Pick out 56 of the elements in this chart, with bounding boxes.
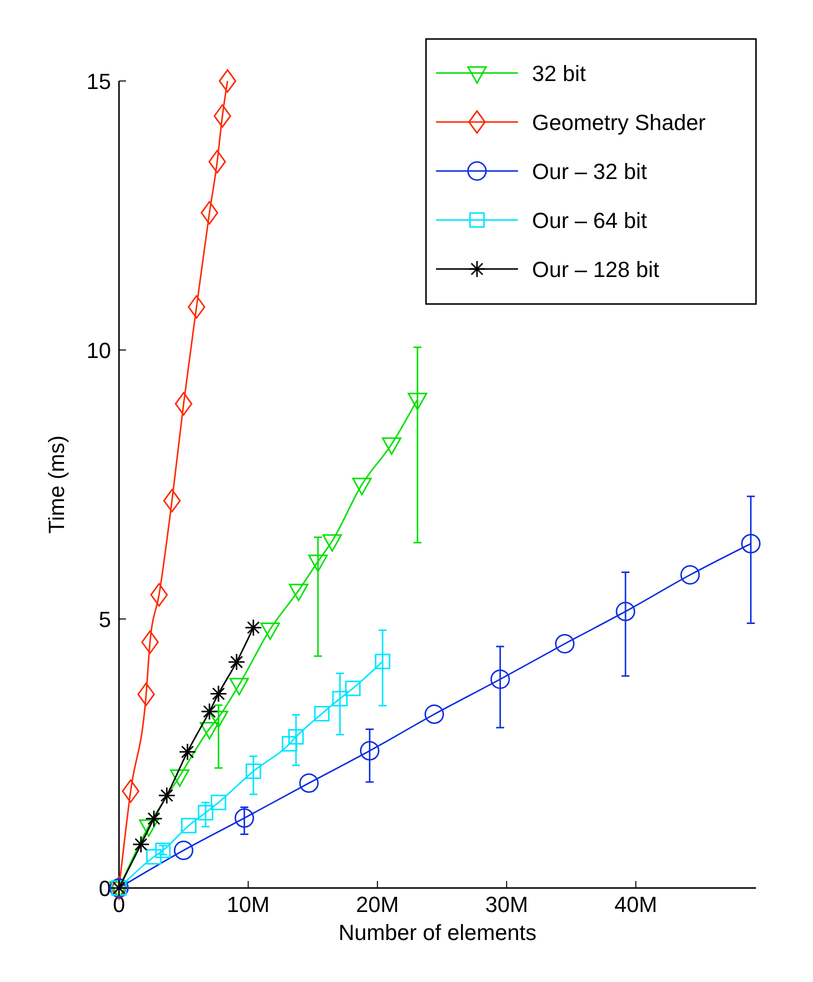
point (155, 842, 171, 858)
point (314, 706, 330, 722)
point (200, 201, 218, 225)
x-tick-label: 30M (485, 892, 528, 917)
point (178, 743, 196, 761)
point (208, 150, 226, 174)
point (218, 69, 236, 93)
point (282, 736, 298, 752)
point (137, 682, 155, 706)
legend-label: Our – 32 bit (532, 159, 647, 184)
y-tick-label: 5 (98, 607, 111, 632)
point (244, 618, 262, 636)
point (680, 565, 700, 585)
point (146, 849, 162, 865)
point (122, 779, 140, 803)
point (198, 804, 214, 820)
point (188, 295, 206, 319)
point (374, 654, 390, 670)
legend-label: Our – 128 bit (532, 257, 660, 282)
x-tick-label: 20M (356, 892, 399, 917)
point (163, 488, 181, 512)
point (210, 794, 226, 810)
legend-label: 32 bit (532, 61, 586, 86)
point (200, 702, 218, 720)
x-tick-label: 10M (226, 892, 270, 917)
point (234, 808, 254, 828)
point (132, 836, 150, 854)
legend-label: Our – 64 bit (532, 208, 647, 233)
point (288, 729, 304, 745)
point (360, 741, 380, 761)
point (616, 602, 636, 622)
y-axis-title: Time (ms) (44, 435, 69, 534)
point (424, 704, 444, 724)
point (210, 685, 228, 703)
point (228, 653, 246, 671)
point (158, 786, 176, 804)
point (141, 630, 159, 654)
point (214, 104, 232, 128)
legend-label: Geometry Shader (532, 110, 706, 135)
point (181, 818, 197, 834)
point (150, 583, 168, 607)
point (332, 690, 348, 706)
x-axis-title: Number of elements (338, 920, 537, 945)
point (490, 670, 510, 690)
y-tick-label: 10 (86, 338, 111, 363)
point (246, 764, 262, 780)
point (174, 392, 192, 416)
point (145, 810, 163, 828)
point (345, 680, 361, 696)
x-tick-label: 40M (614, 892, 658, 917)
y-tick-label: 0 (98, 876, 111, 901)
point (299, 773, 319, 793)
point (555, 634, 575, 654)
y-tick-label: 15 (86, 69, 111, 94)
point (741, 534, 761, 554)
point (174, 840, 194, 860)
